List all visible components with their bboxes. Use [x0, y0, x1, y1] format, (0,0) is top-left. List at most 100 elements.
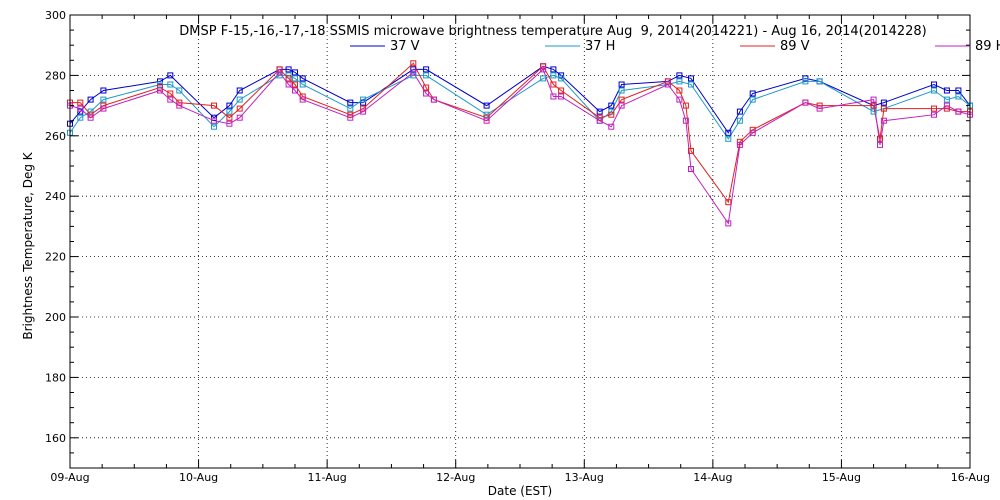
data-point: [688, 166, 694, 172]
data-point: [608, 102, 615, 109]
data-point: [87, 108, 94, 115]
data-point: [87, 96, 94, 103]
data-point: [943, 96, 950, 103]
data-point: [618, 87, 625, 94]
data-point: [299, 93, 306, 100]
legend-label: 37 H: [585, 39, 615, 54]
data-point: [608, 123, 615, 130]
data-point: [299, 75, 306, 82]
x-tick-label: 15-Aug: [822, 471, 861, 484]
data-point: [423, 72, 430, 79]
x-tick-label: 10-Aug: [179, 471, 218, 484]
data-point: [682, 117, 689, 124]
data-point: [226, 114, 233, 121]
data-point: [292, 75, 298, 82]
data-point: [931, 81, 937, 88]
data-point: [157, 87, 163, 94]
data-point: [292, 81, 298, 88]
data-point: [360, 108, 367, 115]
data-point: [931, 87, 937, 94]
data-point: [483, 102, 490, 109]
data-point: [540, 66, 547, 73]
data-point: [870, 108, 877, 115]
data-point: [157, 78, 163, 85]
data-point: [725, 220, 732, 227]
data-point: [236, 105, 243, 112]
data-point: [483, 117, 490, 124]
data-point: [749, 129, 756, 136]
data-point: [676, 87, 683, 94]
data-point: [226, 102, 233, 109]
data-point: [931, 111, 937, 118]
x-tick-label: 13-Aug: [565, 471, 604, 484]
data-point: [226, 108, 233, 115]
data-point: [931, 105, 937, 112]
data-point: [736, 141, 743, 148]
data-point: [816, 105, 823, 112]
data-point: [430, 96, 437, 103]
data-point: [558, 75, 565, 82]
data-point: [167, 72, 174, 79]
data-point: [725, 129, 732, 136]
axis-ticks: 160 180 200 220 240 260 280 300 09-Aug 10-Aug 11-A…: [45, 9, 990, 484]
data-point: [87, 114, 94, 121]
data-point: [550, 81, 557, 88]
data-point: [877, 135, 883, 142]
y-tick-label: 300: [45, 9, 66, 22]
data-point: [236, 96, 243, 103]
data-point: [955, 108, 962, 115]
data-point: [736, 138, 743, 145]
data-point: [749, 96, 756, 103]
data-point: [423, 84, 430, 91]
data-point: [736, 117, 743, 124]
data-point: [276, 69, 283, 76]
data-point: [664, 78, 671, 85]
data-point: [618, 81, 625, 88]
data-point: [725, 135, 732, 142]
data-point: [880, 105, 887, 112]
data-point: [870, 96, 877, 103]
x-tick-label: 11-Aug: [308, 471, 347, 484]
data-point: [943, 87, 950, 94]
y-tick-label: 160: [45, 432, 66, 445]
data-point: [211, 102, 217, 109]
legend-label: 89 H: [975, 39, 1000, 54]
data-point: [608, 108, 615, 115]
data-point: [618, 96, 625, 103]
y-tick-label: 220: [45, 251, 66, 264]
series-line-89-h: [69, 68, 971, 225]
data-point: [802, 99, 809, 106]
data-point: [299, 81, 306, 88]
data-point: [870, 102, 877, 109]
data-point: [880, 117, 887, 124]
data-point: [347, 114, 354, 121]
data-point: [211, 117, 217, 124]
y-tick-label: 180: [45, 371, 66, 384]
data-point: [725, 199, 732, 206]
data-point: [596, 117, 603, 124]
data-point: [226, 120, 233, 127]
data-point: [608, 111, 615, 118]
x-tick-label: 12-Aug: [436, 471, 475, 484]
data-point: [77, 105, 84, 112]
data-point: [292, 69, 298, 76]
data-point: [167, 81, 174, 88]
data-point: [550, 72, 557, 79]
data-point: [423, 66, 430, 73]
data-point: [550, 93, 557, 100]
data-point: [285, 81, 292, 88]
y-tick-label: 260: [45, 130, 66, 143]
series-line-37-h: [69, 74, 971, 140]
data-point: [347, 99, 354, 106]
data-point: [550, 66, 557, 73]
y-tick-label: 240: [45, 190, 66, 203]
chart-title: DMSP F-15,-16,-17,-18 SSMIS microwave br…: [179, 24, 926, 39]
data-point: [236, 87, 243, 94]
data-point: [236, 114, 243, 121]
y-axis-label: Brightness Temperature, Deg K: [21, 151, 35, 339]
legend-label: 89 V: [780, 39, 810, 54]
data-point: [100, 87, 107, 94]
data-point: [423, 90, 430, 97]
legend-label: 37 V: [390, 39, 420, 54]
